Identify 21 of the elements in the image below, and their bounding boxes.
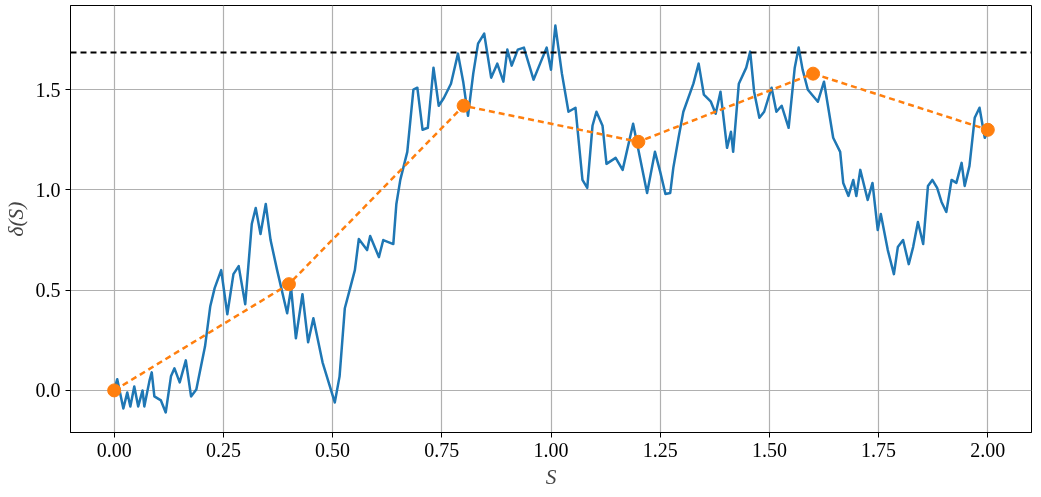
x-tick-label: 1.25 (642, 438, 678, 461)
point (980, 122, 995, 137)
y-tick-label: 1.0 (35, 178, 61, 201)
x-tick-label: 0.75 (424, 438, 460, 461)
x-tick-label: 1.00 (533, 438, 569, 461)
x-tick-label: 0.50 (315, 438, 351, 461)
point (631, 134, 646, 149)
x-tick-label: 0.00 (96, 438, 132, 461)
y-axis-title: δ(S) (3, 201, 28, 237)
point (107, 383, 122, 398)
point (456, 98, 471, 113)
y-tick-label: 0.5 (35, 279, 61, 302)
point (281, 277, 296, 292)
y-tick-label: 1.5 (35, 78, 61, 101)
x-axis-title: S (545, 464, 557, 489)
x-tick-label: 2.00 (970, 438, 1006, 461)
x-tick-label: 1.50 (751, 438, 787, 461)
y-tick-label: 0.0 (35, 379, 61, 402)
x-tick-label: 0.25 (205, 438, 241, 461)
point (806, 66, 821, 81)
x-tick-label: 1.75 (861, 438, 897, 461)
